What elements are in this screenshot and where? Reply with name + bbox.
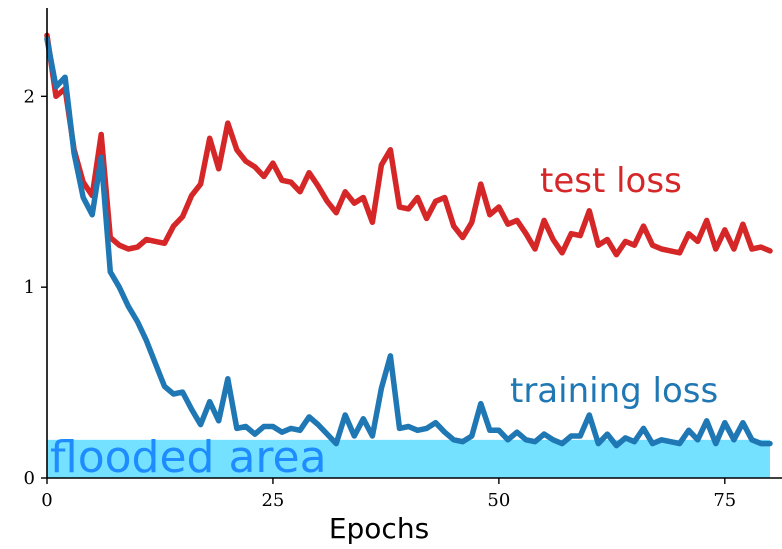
x-tick-label: 75 (713, 490, 736, 511)
flood-layer (47, 439, 770, 478)
x-tick-label: 0 (41, 490, 52, 511)
series-line-training-loss (44, 36, 773, 449)
labels-layer: Epochs flooded area test loss training l… (50, 161, 718, 545)
y-tick-label: 2 (24, 86, 35, 107)
series-line-test-loss (44, 32, 773, 258)
flood-area-label: flooded area (50, 432, 327, 483)
y-tick-label: 0 (24, 468, 35, 489)
y-tick-label: 1 (24, 277, 35, 298)
x-tick-label: 50 (487, 490, 510, 511)
x-tick-label: 25 (261, 490, 284, 511)
ticks-layer: 0 25 50 75 0 1 2 (24, 86, 737, 511)
test-loss-label: test loss (540, 161, 682, 201)
training-loss-label: training loss (510, 371, 718, 411)
axes-layer (46, 8, 782, 479)
flood-region (47, 439, 770, 478)
series-layer (44, 32, 773, 449)
x-axis-title: Epochs (329, 512, 429, 545)
